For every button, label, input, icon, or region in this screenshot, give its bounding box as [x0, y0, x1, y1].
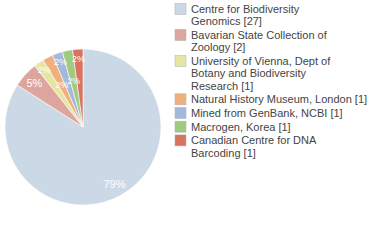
slice-label: 5%: [26, 77, 42, 89]
slice-label: 2%: [72, 54, 85, 64]
legend-label: Mined from GenBank, NCBI [1]: [191, 107, 343, 119]
legend-label: Macrogen, Korea [1]: [191, 121, 291, 133]
page: {"chart_data": {"type": "pie", "categori…: [0, 0, 380, 240]
slices: [5, 49, 161, 205]
legend-line: Botany and Biodiversity: [191, 67, 306, 79]
legend-line: Research [1]: [191, 80, 253, 92]
chart: 79%5%2%2%2%2%2%Centre for BiodiversityGe…: [0, 0, 380, 240]
legend-swatch: [175, 56, 186, 67]
slice: [5, 49, 161, 205]
legend-line: Macrogen, Korea [1]: [191, 121, 291, 133]
slice-label: 2%: [54, 57, 67, 67]
legend-line: University of Vienna, Dept of: [191, 55, 331, 67]
legend-swatch: [175, 121, 186, 132]
slice-labels: 79%5%2%2%2%2%2%: [26, 54, 125, 191]
slice-label: 2%: [38, 65, 51, 75]
legend-label: Natural History Museum, London [1]: [191, 93, 367, 105]
legend-line: Zoology [2]: [191, 41, 245, 53]
legend-line: Centre for Biodiversity: [191, 3, 300, 15]
legend-line: Barcoding [1]: [191, 147, 256, 159]
legend-line: Mined from GenBank, NCBI [1]: [191, 107, 343, 119]
legend-line: Natural History Museum, London [1]: [191, 93, 367, 105]
legend-label: Centre for BiodiversityGenomics [27]: [191, 3, 300, 27]
legend-label: University of Vienna, Dept ofBotany and …: [191, 55, 331, 92]
slice-label: 2%: [67, 76, 80, 86]
legend-swatch: [175, 30, 186, 41]
legend-line: Bavarian State Collection of: [191, 29, 328, 41]
legend: Centre for BiodiversityGenomics [27]Bava…: [175, 3, 367, 159]
legend-swatch: [175, 94, 186, 105]
legend-line: Genomics [27]: [191, 15, 262, 27]
legend-line: Canadian Centre for DNA: [191, 134, 317, 146]
legend-swatch: [175, 4, 186, 15]
legend-swatch: [175, 135, 186, 146]
legend-label: Canadian Centre for DNABarcoding [1]: [191, 134, 317, 158]
legend-label: Bavarian State Collection ofZoology [2]: [191, 29, 328, 53]
slice-label: 79%: [103, 178, 125, 190]
legend-swatch: [175, 108, 186, 119]
